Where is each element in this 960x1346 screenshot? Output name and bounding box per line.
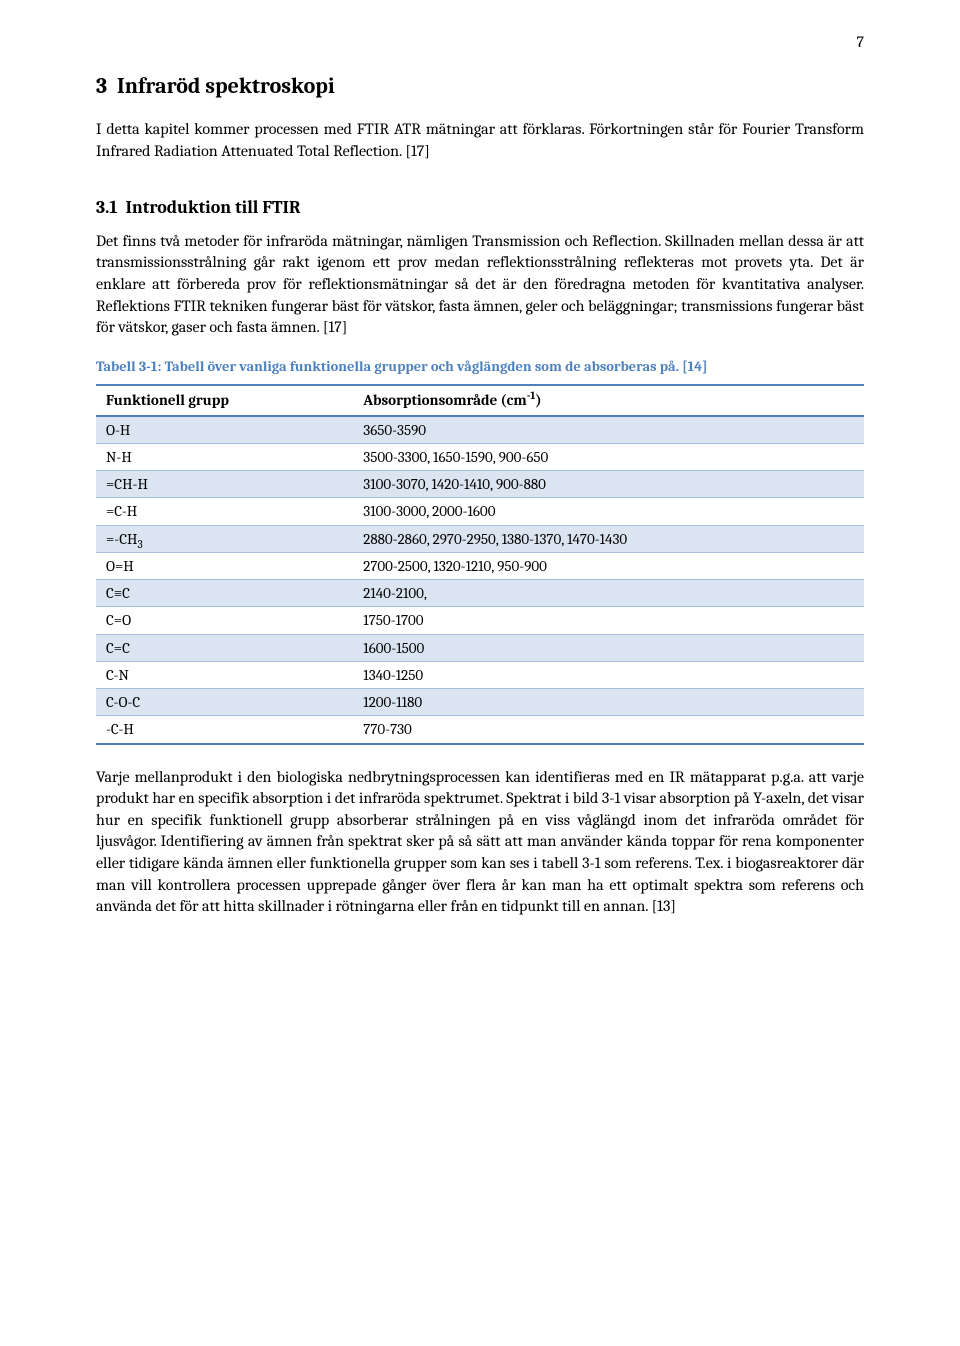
table-cell-group: =CH-H xyxy=(96,471,353,498)
table-row: C=C1600-1500 xyxy=(96,634,864,661)
table-caption: Tabell 3-1: Tabell över vanliga funktion… xyxy=(96,357,864,377)
table-row: =-CH32880-2860, 2970-2950, 1380-1370, 14… xyxy=(96,525,864,552)
table-row: =C-H3100-3000, 2000-1600 xyxy=(96,498,864,525)
table-cell-range: 3650-3590 xyxy=(353,416,864,444)
table-header-range-suffix: ) xyxy=(535,391,541,409)
table-cell-group: =C-H xyxy=(96,498,353,525)
table-cell-group: C-N xyxy=(96,661,353,688)
table-cell-group: C=O xyxy=(96,607,353,634)
table-row: -C-H770-730 xyxy=(96,716,864,744)
table-cell-range: 2140-2100, xyxy=(353,580,864,607)
table-header-range: Absorptionsområde (cm-1) xyxy=(353,385,864,415)
table-cell-group: =-CH3 xyxy=(96,525,353,552)
section-title: Introduktion till FTIR xyxy=(125,197,300,218)
table-cell-range: 2700-2500, 1320-1210, 950-900 xyxy=(353,552,864,579)
table-cell-range: 2880-2860, 2970-2950, 1380-1370, 1470-14… xyxy=(353,525,864,552)
table-cell-range: 770-730 xyxy=(353,716,864,744)
table-header-group: Funktionell grupp xyxy=(96,385,353,415)
table-cell-range: 1750-1700 xyxy=(353,607,864,634)
functional-groups-table: Funktionell grupp Absorptionsområde (cm-… xyxy=(96,384,864,744)
section-heading: 3.1 Introduktion till FTIR xyxy=(96,196,864,220)
section-paragraph: Det finns två metoder för infraröda mätn… xyxy=(96,231,864,339)
table-row: O=H2700-2500, 1320-1210, 950-900 xyxy=(96,552,864,579)
table-cell-range: 3100-3070, 1420-1410, 900-880 xyxy=(353,471,864,498)
table-cell-range: 1600-1500 xyxy=(353,634,864,661)
chapter-number: 3 xyxy=(96,73,107,99)
table-cell-range: 3100-3000, 2000-1600 xyxy=(353,498,864,525)
table-cell-group: -C-H xyxy=(96,716,353,744)
table-row: O-H3650-3590 xyxy=(96,416,864,444)
table-cell-group: C=C xyxy=(96,634,353,661)
table-cell-range: 1200-1180 xyxy=(353,689,864,716)
page-number: 7 xyxy=(96,32,864,54)
table-header-range-prefix: Absorptionsområde (cm xyxy=(363,391,527,409)
chapter-intro-paragraph: I detta kapitel kommer processen med FTI… xyxy=(96,119,864,162)
table-row: C-O-C1200-1180 xyxy=(96,689,864,716)
table-row: C=O1750-1700 xyxy=(96,607,864,634)
table-cell-range: 1340-1250 xyxy=(353,661,864,688)
table-row: =CH-H3100-3070, 1420-1410, 900-880 xyxy=(96,471,864,498)
table-cell-group: O-H xyxy=(96,416,353,444)
table-cell-group: O=H xyxy=(96,552,353,579)
chapter-title: Infraröd spektroskopi xyxy=(117,73,335,99)
table-cell-range: 3500-3300, 1650-1590, 900-650 xyxy=(353,443,864,470)
table-header-row: Funktionell grupp Absorptionsområde (cm-… xyxy=(96,385,864,415)
table-cell-group: C-O-C xyxy=(96,689,353,716)
table-row: N-H3500-3300, 1650-1590, 900-650 xyxy=(96,443,864,470)
table-cell-group: C≡C xyxy=(96,580,353,607)
table-row: C-N1340-1250 xyxy=(96,661,864,688)
section-number: 3.1 xyxy=(96,197,118,218)
chapter-heading: 3 Infraröd spektroskopi xyxy=(96,72,864,102)
table-cell-group: N-H xyxy=(96,443,353,470)
table-row: C≡C2140-2100, xyxy=(96,580,864,607)
closing-paragraph: Varje mellanprodukt i den biologiska ned… xyxy=(96,767,864,918)
